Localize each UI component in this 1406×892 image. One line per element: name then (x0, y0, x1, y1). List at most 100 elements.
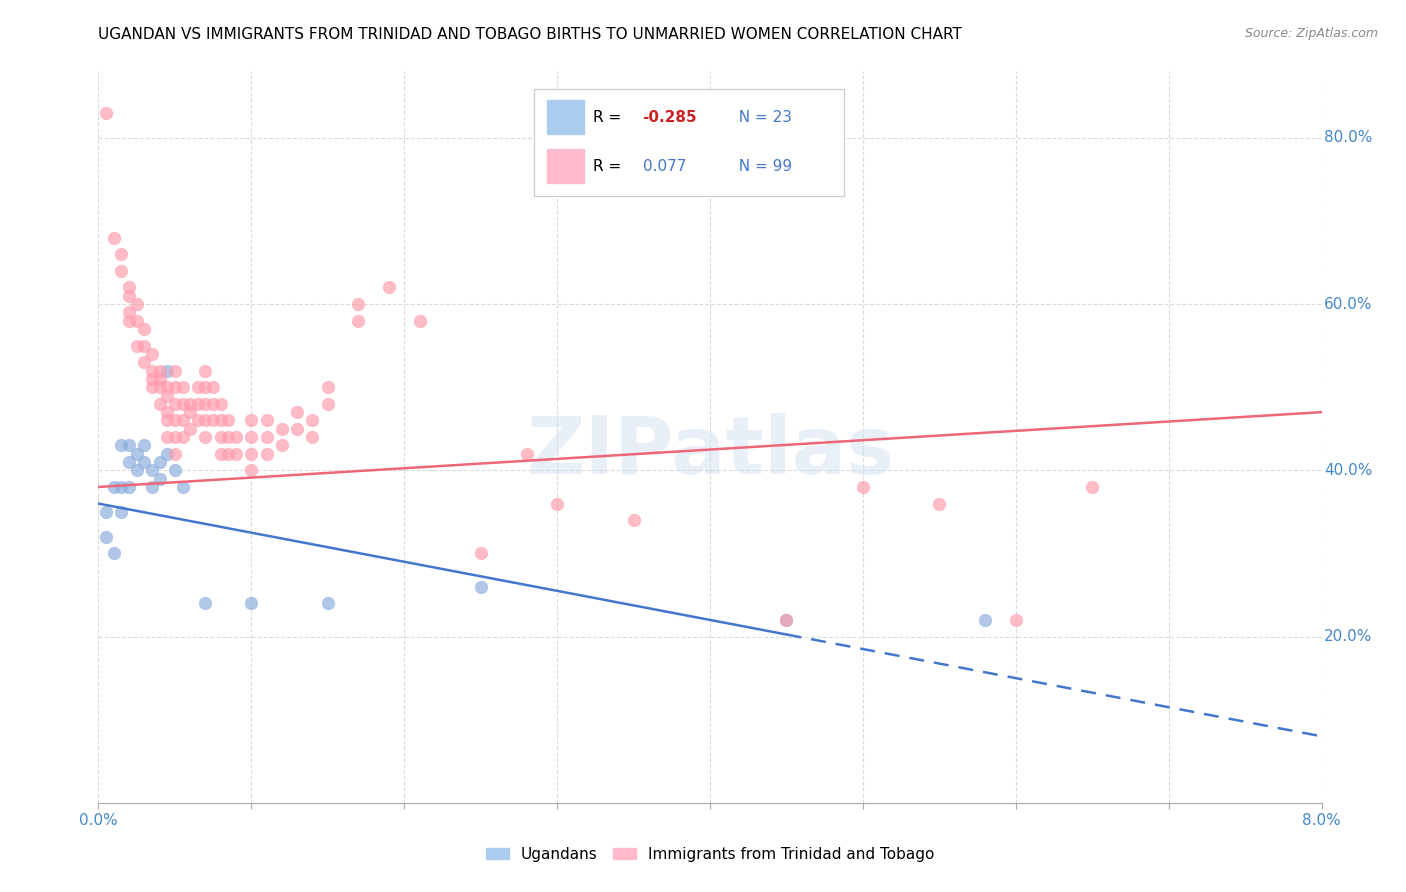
Point (94, 530, 117, 544)
Point (217, 430, 239, 444)
Point (240, 447, 263, 461)
Point (270, 422, 294, 436)
Point (194, 397, 217, 411)
Point (110, 505, 132, 519)
Point (125, 447, 148, 461)
Point (118, 280, 141, 294)
Point (156, 380, 179, 394)
Point (623, 513, 645, 527)
Text: 0.077: 0.077 (643, 159, 686, 174)
Text: Source: ZipAtlas.com: Source: ZipAtlas.com (1244, 27, 1378, 40)
Point (163, 463, 186, 477)
Point (163, 397, 186, 411)
Text: N = 23: N = 23 (730, 110, 792, 125)
Point (156, 388, 179, 402)
Point (172, 480, 194, 494)
Point (347, 314, 370, 328)
Point (209, 447, 232, 461)
Point (217, 447, 239, 461)
Point (209, 397, 232, 411)
Point (172, 430, 194, 444)
Point (118, 480, 141, 494)
Point (103, 546, 125, 560)
Point (470, 580, 492, 594)
Point (149, 397, 172, 411)
Point (202, 397, 225, 411)
Point (256, 447, 278, 461)
Point (156, 363, 179, 377)
Point (974, 613, 997, 627)
Point (141, 480, 163, 494)
Point (110, 480, 132, 494)
FancyBboxPatch shape (547, 149, 583, 184)
Text: R =: R = (593, 159, 626, 174)
Point (240, 430, 263, 444)
Text: N = 99: N = 99 (730, 159, 792, 174)
Point (378, 280, 401, 294)
Point (94, 505, 117, 519)
Point (118, 455, 141, 469)
Point (103, 480, 125, 494)
Point (301, 430, 323, 444)
Point (187, 380, 209, 394)
Point (172, 397, 194, 411)
Point (285, 422, 308, 436)
Point (118, 305, 141, 319)
Point (118, 438, 141, 452)
Point (125, 297, 148, 311)
Point (202, 380, 225, 394)
Point (408, 314, 430, 328)
Point (134, 339, 156, 353)
Point (316, 380, 339, 394)
Text: 80.0%: 80.0% (1324, 130, 1372, 145)
Text: 20.0%: 20.0% (1324, 629, 1372, 644)
Point (225, 447, 247, 461)
Point (194, 363, 217, 377)
Point (110, 247, 132, 261)
Point (515, 447, 537, 461)
Point (270, 438, 294, 452)
Point (163, 413, 186, 427)
Point (141, 380, 163, 394)
Point (179, 397, 201, 411)
Point (149, 380, 172, 394)
Text: 60.0%: 60.0% (1324, 297, 1372, 311)
Point (118, 314, 141, 328)
Point (194, 380, 217, 394)
Point (256, 413, 278, 427)
Point (187, 397, 209, 411)
Point (209, 430, 232, 444)
Point (156, 447, 179, 461)
Point (285, 405, 308, 419)
Point (134, 455, 156, 469)
Point (928, 497, 950, 511)
Point (149, 372, 172, 386)
Point (546, 497, 568, 511)
Text: -0.285: -0.285 (643, 110, 697, 125)
Point (194, 413, 217, 427)
Text: UGANDAN VS IMMIGRANTS FROM TRINIDAD AND TOBAGO BIRTHS TO UNMARRIED WOMEN CORRELA: UGANDAN VS IMMIGRANTS FROM TRINIDAD AND … (98, 27, 962, 42)
Point (240, 463, 263, 477)
Point (156, 405, 179, 419)
Point (125, 463, 148, 477)
Point (163, 363, 186, 377)
Point (163, 447, 186, 461)
Point (194, 596, 217, 610)
Point (110, 264, 132, 278)
Point (125, 339, 148, 353)
Point (187, 413, 209, 427)
Point (240, 596, 263, 610)
Point (172, 380, 194, 394)
Point (110, 438, 132, 452)
Point (217, 413, 239, 427)
Point (149, 472, 172, 486)
Point (141, 363, 163, 377)
Point (347, 297, 370, 311)
Text: R =: R = (593, 110, 626, 125)
Point (316, 596, 339, 610)
Text: ZIPatlas: ZIPatlas (526, 413, 894, 491)
Point (256, 430, 278, 444)
Point (103, 230, 125, 244)
Point (141, 347, 163, 361)
Point (209, 413, 232, 427)
